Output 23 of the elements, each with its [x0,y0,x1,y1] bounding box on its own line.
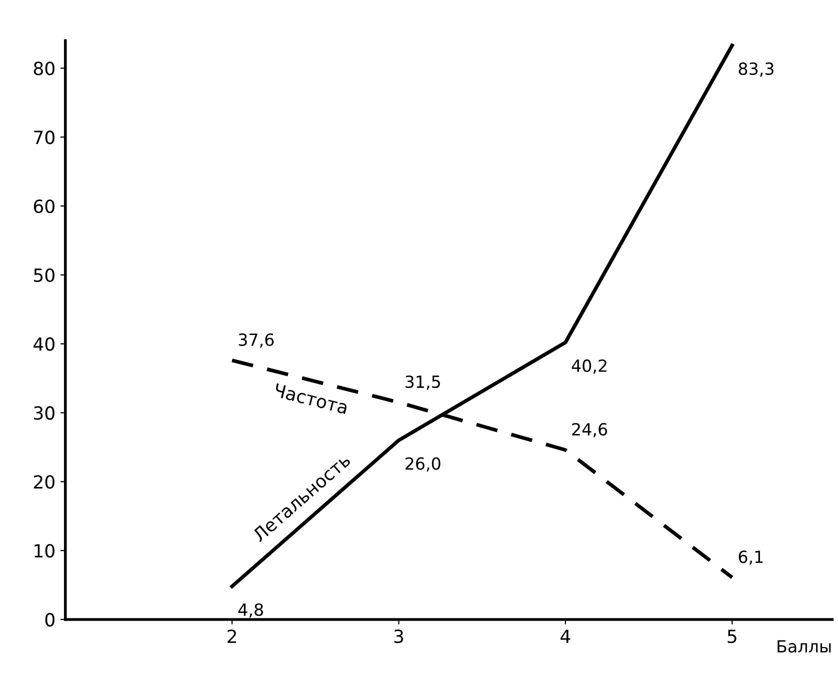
y-tick-label: 80 [34,62,54,76]
y-tick-label: 70 [34,130,54,144]
x-axis-title: Баллы [778,640,831,653]
x-tick-label: 4 [560,630,570,643]
y-tick-label: 60 [34,199,54,214]
data-label: 6,1 [738,550,763,565]
x-tick-label: 3 [394,629,404,644]
y-tick-label: 50 [34,268,54,282]
data-label: 4,8 [238,603,263,618]
data-label: 26,0 [406,457,440,472]
data-label: 24,6 [572,422,608,438]
y-tick-label: 30 [34,406,54,420]
y-tick-label: 0 [45,612,54,627]
y-tick-label: 40 [34,337,54,351]
data-label: 31,5 [406,375,440,390]
data-label: 83,3 [738,62,774,77]
y-tick-label: 20 [34,475,54,489]
x-tick-label: 2 [228,629,236,643]
data-label: 37,6 [238,333,274,348]
data-label: 40,2 [572,359,606,374]
line-series [230,44,734,588]
y-tick-label: 10 [34,544,54,558]
x-tick-label: 5 [728,630,736,644]
